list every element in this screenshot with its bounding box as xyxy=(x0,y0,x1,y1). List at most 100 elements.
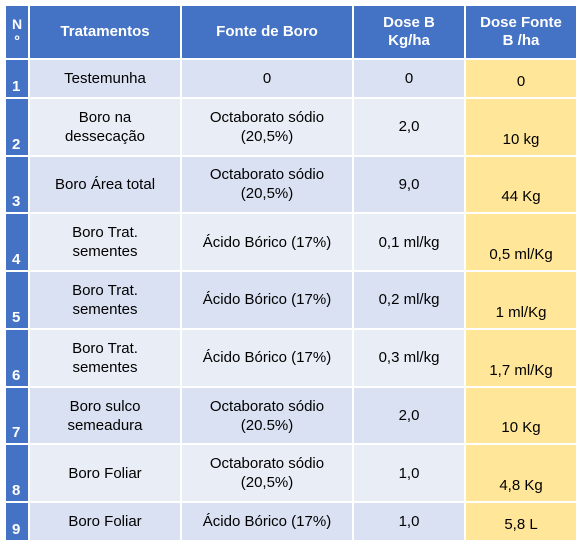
source-dose-cell: 44 Kg xyxy=(466,156,576,213)
row-number: 1 xyxy=(12,77,21,95)
treatment-line2: sementes xyxy=(72,243,138,261)
row-number: 5 xyxy=(12,308,21,326)
source-dose-value: 0 xyxy=(516,72,526,90)
row-number: 9 xyxy=(12,521,21,538)
treatment-line1: Testemunha xyxy=(64,69,146,87)
source-cell: Octaborato sódio (20,5%) xyxy=(182,98,352,155)
source-line1: Octaborato sódio xyxy=(209,455,325,473)
treatment-cell: Boro Trat. sementes xyxy=(30,272,180,328)
treatment-cell: Testemunha xyxy=(30,60,180,97)
source-line1: Ácido Bórico (17%) xyxy=(202,513,332,531)
dose-value: 0,2 ml/kg xyxy=(378,291,440,309)
source-line1: Octaborato sódio xyxy=(209,166,325,184)
source-line1: Octaborato sódio xyxy=(209,397,325,415)
table-row: 9 Boro Foliar Ácido Bórico (17%) 1,0 5,8 L xyxy=(6,503,576,540)
table-row: 6 Boro Trat. sementes Ácido Bórico (17%) 0,3… xyxy=(6,329,576,386)
row-number: 8 xyxy=(12,482,21,500)
header-dose-line1: Dose B xyxy=(383,14,435,31)
table-row: 3 Boro Área total Octaborato sódio (20,5%) 9… xyxy=(6,156,576,213)
source-line1: Octaborato sódio xyxy=(209,108,325,126)
treatment-line2: sementes xyxy=(72,358,138,376)
source-cell: Ácido Bórico (17%) xyxy=(182,272,352,328)
table-row: 7 Boro sulco semeadura Octaborato sódio (20.… xyxy=(6,387,576,444)
source-line2: (20,5%) xyxy=(240,474,294,492)
dose-cell: 1,0 xyxy=(354,445,464,502)
header-number: N º xyxy=(6,6,28,58)
treatment-cell: Boro Foliar xyxy=(30,503,180,540)
source-dose-cell: 4,8 Kg xyxy=(466,445,576,502)
source-line1: Ácido Bórico (17%) xyxy=(202,291,332,309)
row-number-cell: 6 xyxy=(6,329,28,386)
treatment-cell: Boro Trat. sementes xyxy=(30,214,180,271)
dose-cell: 0,2 ml/kg xyxy=(354,272,464,328)
source-cell: 0 xyxy=(182,60,352,97)
treatment-cell: Boro sulco semeadura xyxy=(30,387,180,444)
source-line1: Ácido Bórico (17%) xyxy=(202,349,332,367)
dose-cell: 9,0 xyxy=(354,156,464,213)
source-line1: Ácido Bórico (17%) xyxy=(202,233,332,251)
source-cell: Octaborato sódio (20.5%) xyxy=(182,387,352,444)
treatment-line1: Boro Foliar xyxy=(68,513,142,531)
source-cell: Ácido Bórico (17%) xyxy=(182,214,352,271)
dose-cell: 0 xyxy=(354,60,464,97)
header-number-line2: º xyxy=(14,32,20,48)
row-number-cell: 7 xyxy=(6,387,28,444)
dose-cell: 1,0 xyxy=(354,503,464,540)
source-dose-cell: 10 Kg xyxy=(466,387,576,444)
dose-value: 1,0 xyxy=(398,464,420,482)
header-dose-line2: Kg/ha xyxy=(388,32,430,49)
row-number-cell: 5 xyxy=(6,272,28,328)
source-dose-cell: 10 kg xyxy=(466,98,576,155)
row-number-cell: 4 xyxy=(6,214,28,271)
treatment-line1: Boro Trat. xyxy=(72,281,138,299)
dose-value: 1,0 xyxy=(398,513,420,531)
treatment-line1: Boro sulco xyxy=(69,397,141,415)
source-dose-value: 4,8 Kg xyxy=(499,477,543,495)
dose-cell: 0,3 ml/kg xyxy=(354,329,464,386)
source-line2: (20.5%) xyxy=(240,416,294,434)
row-number: 6 xyxy=(12,366,21,384)
table-row: 1 Testemunha 0 0 0 xyxy=(6,60,576,97)
treatment-cell: Boro Área total xyxy=(30,156,180,213)
source-dose-cell: 0 xyxy=(466,60,576,97)
source-line1: 0 xyxy=(262,69,272,87)
source-dose-cell: 1 ml/Kg xyxy=(466,272,576,328)
row-number-cell: 1 xyxy=(6,60,28,97)
source-dose-value: 0,5 ml/Kg xyxy=(489,246,553,264)
source-dose-value: 10 Kg xyxy=(501,419,541,437)
treatment-line2: dessecação xyxy=(64,127,146,145)
row-number: 7 xyxy=(12,424,21,442)
table-row: 4 Boro Trat. sementes Ácido Bórico (17%) 0,1… xyxy=(6,214,576,271)
treatment-line1: Boro Trat. xyxy=(72,339,138,357)
header-source-dose-line2: B /ha xyxy=(502,32,540,49)
dose-value: 9,0 xyxy=(398,175,420,193)
source-dose-value: 1 ml/Kg xyxy=(495,303,547,321)
row-number-cell: 3 xyxy=(6,156,28,213)
dose-cell: 2,0 xyxy=(354,387,464,444)
source-dose-value: 1,7 ml/Kg xyxy=(489,361,553,379)
dose-value: 0,3 ml/kg xyxy=(378,349,440,367)
source-dose-cell: 5,8 L xyxy=(466,503,576,540)
row-number: 3 xyxy=(12,193,21,211)
treatment-line2: semeadura xyxy=(67,416,143,434)
treatment-cell: Boro Trat. sementes xyxy=(30,329,180,386)
source-line2: (20,5%) xyxy=(240,127,294,145)
source-dose-value: 44 Kg xyxy=(501,188,541,206)
dose-value: 2,0 xyxy=(398,118,420,136)
row-number: 2 xyxy=(12,135,21,153)
header-dose: Dose B Kg/ha xyxy=(354,6,464,58)
header-row: N º Tratamentos Fonte de Boro Dose B Kg/… xyxy=(6,6,576,58)
source-cell: Ácido Bórico (17%) xyxy=(182,329,352,386)
table-row: 5 Boro Trat. sementes Ácido Bórico (17%) 0,2… xyxy=(6,272,576,328)
source-dose-cell: 0,5 ml/Kg xyxy=(466,214,576,271)
header-source-dose: Dose Fonte B /ha xyxy=(466,6,576,58)
row-number: 4 xyxy=(12,251,21,269)
treatment-line1: Boro Trat. xyxy=(72,224,138,242)
source-dose-value: 5,8 L xyxy=(504,516,538,533)
dose-value: 0 xyxy=(404,69,414,87)
source-cell: Octaborato sódio (20,5%) xyxy=(182,445,352,502)
table-row: 8 Boro Foliar Octaborato sódio (20,5%) 1,0 4,… xyxy=(6,445,576,502)
header-treatment: Tratamentos xyxy=(30,6,180,58)
treatment-cell: Boro na dessecação xyxy=(30,98,180,155)
row-number-cell: 9 xyxy=(6,503,28,540)
